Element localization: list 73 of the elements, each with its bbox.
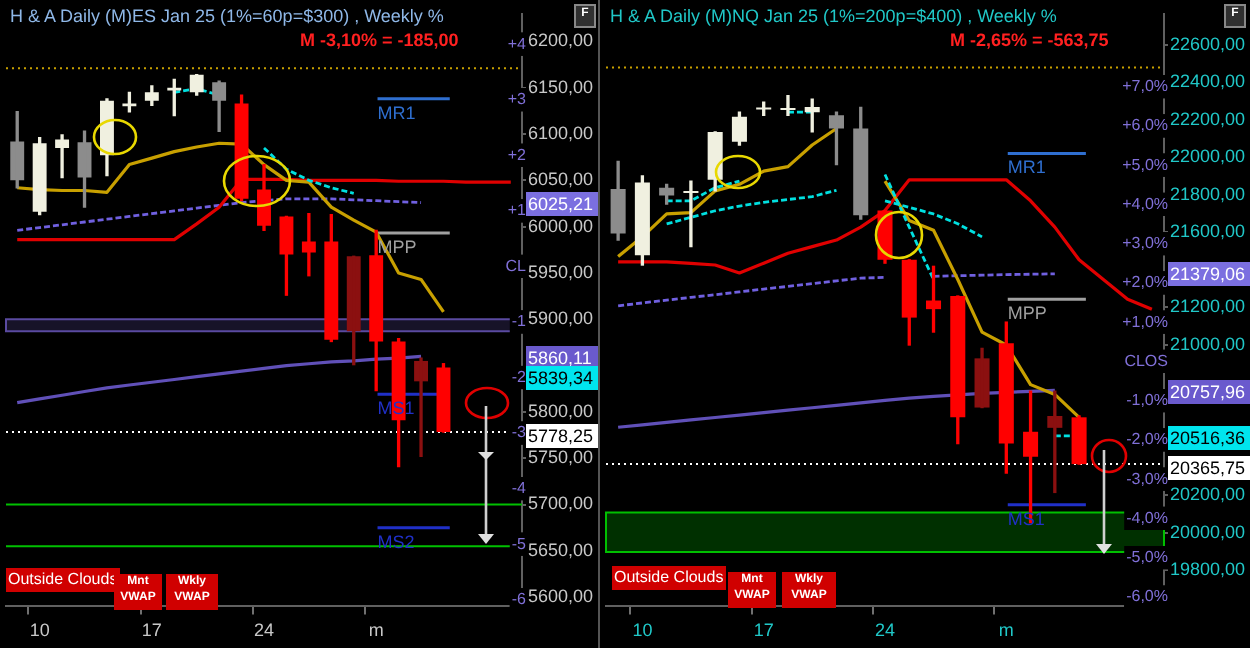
- y-tick-label: 5750,00: [528, 447, 594, 468]
- y-tick-label: 22600,00: [1170, 33, 1246, 54]
- y-tick-label: 5900,00: [528, 308, 594, 329]
- y2-tick-label: -3,0%: [1126, 469, 1168, 488]
- y2-tick-label: -1,0%: [1126, 391, 1168, 410]
- y2-tick-label: +5,0%: [1122, 155, 1168, 174]
- y2-tick-label: +3: [507, 90, 528, 109]
- y-tick-label: 6150,00: [528, 76, 594, 97]
- text: 6025,21: [526, 191, 598, 216]
- x-tick-label: 24: [874, 620, 896, 641]
- chart-title: H & A Daily (M)NQ Jan 25 (1%=200p=$400) , Weekly %: [610, 6, 1057, 26]
- y2-tick-label: CLOS: [1124, 351, 1168, 370]
- y2-tick-label: -5,0%: [1126, 548, 1168, 567]
- ref-line-label: MPP: [1007, 303, 1047, 324]
- annotation: Outside Clouds: [612, 566, 726, 590]
- y-tick-label: 6200,00: [528, 30, 594, 51]
- y-tick-label: 21200,00: [1170, 296, 1246, 317]
- ref-line-label: MR1: [1007, 157, 1046, 178]
- text: M -2,65% = -563,75: [950, 30, 1109, 50]
- x-tick-label: 17: [141, 620, 162, 641]
- y2-tick-label: -6,0%: [1126, 587, 1168, 606]
- y2-tick-label: +2: [507, 145, 528, 164]
- y2-tick-label: -2,0%: [1126, 430, 1168, 449]
- y-tick-label: 20200,00: [1170, 484, 1246, 505]
- y-tick-label: 6050,00: [528, 169, 594, 190]
- x-tick-label: m: [998, 620, 1014, 641]
- ref-line-label: MS1: [1007, 508, 1045, 529]
- y2-tick-label: -3: [511, 423, 528, 442]
- y2-tick-label: -6: [511, 590, 528, 609]
- y2-tick-label: +1: [507, 201, 528, 220]
- x-tick-label: 17: [753, 620, 774, 641]
- y-tick-label: 6000,00: [528, 215, 594, 236]
- y2-tick-label: -4,0%: [1126, 508, 1168, 527]
- text: 5778,25: [526, 423, 598, 448]
- y2-tick-label: +3,0%: [1122, 234, 1168, 253]
- text: 20516,36: [1168, 426, 1250, 451]
- y-tick-label: 6100,00: [528, 122, 594, 143]
- y2-tick-label: -5: [511, 534, 528, 553]
- y2-tick-label: +4,0%: [1122, 194, 1168, 213]
- y-tick-label: 22400,00: [1170, 71, 1246, 92]
- y2-tick-label: +6,0%: [1122, 116, 1168, 135]
- y-tick-label: 5800,00: [528, 400, 594, 421]
- y-tick-label: 21000,00: [1170, 333, 1246, 354]
- x-tick-label: 10: [632, 620, 653, 641]
- text: 21379,06: [1168, 262, 1250, 287]
- y2-tick-label: -1: [511, 312, 528, 331]
- y-tick-label: 19800,00: [1170, 559, 1246, 580]
- y2-tick-label: +7,0%: [1122, 77, 1168, 96]
- y-tick-label: 20000,00: [1170, 521, 1246, 542]
- text: 20757,96: [1168, 380, 1250, 405]
- y-tick-label: 21600,00: [1170, 221, 1246, 242]
- y-tick-label: 22200,00: [1170, 108, 1246, 129]
- chart-title: H & A Daily (M)ES Jan 25 (1%=60p=$300) , Weekly %: [10, 6, 444, 26]
- x-tick-label: 24: [253, 620, 275, 641]
- y2-tick-label: CL: [505, 256, 528, 275]
- y-tick-label: 22000,00: [1170, 146, 1246, 167]
- y-tick-label: 5600,00: [528, 586, 594, 607]
- y2-tick-label: -2: [511, 367, 528, 386]
- text: 5839,34: [526, 366, 598, 390]
- y-tick-label: 5650,00: [528, 539, 594, 560]
- y-tick-label: 5700,00: [528, 493, 594, 514]
- y-tick-label: 21800,00: [1170, 183, 1246, 204]
- ref-line-label: MR1: [377, 102, 416, 123]
- text: 5860,11: [526, 346, 598, 371]
- y2-tick-label: +2,0%: [1122, 273, 1168, 292]
- y2-tick-label: +4: [507, 34, 528, 53]
- x-tick-label: m: [368, 620, 384, 641]
- y2-tick-label: +1,0%: [1122, 312, 1168, 331]
- text: M -3,10% = -185,00: [300, 30, 459, 50]
- y2-tick-label: -4: [511, 479, 528, 498]
- y-tick-label: 5950,00: [528, 261, 594, 282]
- text: 20365,75: [1168, 455, 1250, 480]
- x-tick-label: 10: [29, 620, 50, 641]
